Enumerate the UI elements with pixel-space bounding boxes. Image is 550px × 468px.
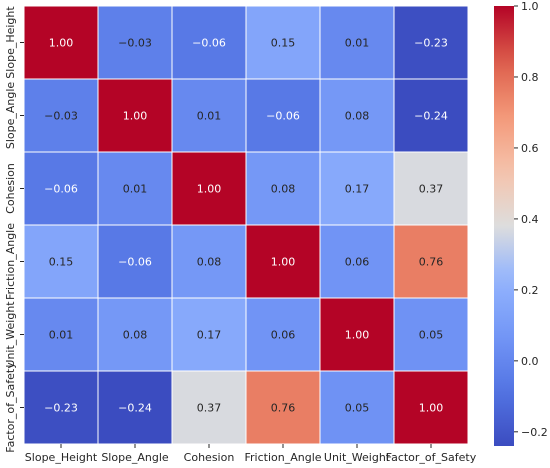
heatmap-cell-labels: 1.00 −0.03 −0.06 0.15 0.01 −0.23 −0.03 1.00 0.01… (44, 37, 448, 415)
heatmap-cell (97, 151, 173, 226)
cell-value-label: 0.08 (197, 256, 222, 269)
cell-value-label: −0.23 (44, 402, 78, 415)
cell-value-label: 0.08 (123, 329, 148, 342)
cell-value-label: 0.08 (271, 183, 296, 196)
heatmap-cell (319, 151, 395, 226)
x-tick-label: Slope_Height (25, 451, 98, 464)
cell-value-label: 0.76 (271, 402, 296, 415)
cell-value-label: 0.08 (345, 110, 370, 123)
cell-value-label: 1.00 (197, 183, 222, 196)
cell-value-label: −0.06 (118, 256, 152, 269)
colorbar-tick-label: 0.8 (521, 71, 539, 84)
cell-value-label: 1.00 (419, 402, 444, 415)
cell-value-label: 0.01 (197, 110, 222, 123)
heatmap-cell (245, 224, 321, 299)
heatmap-cells (23, 5, 469, 445)
heatmap-cell (97, 224, 173, 299)
heatmap-cell (245, 78, 321, 153)
heatmap-cell (23, 151, 99, 226)
heatmap-cell (245, 5, 321, 80)
x-tick-label: Friction_Angle (244, 451, 321, 464)
heatmap-cell (319, 297, 395, 372)
cell-value-label: 1.00 (123, 110, 148, 123)
heatmap-cell (393, 5, 469, 80)
y-tick-label: Cohesion (4, 163, 17, 214)
cell-value-label: 0.01 (123, 183, 148, 196)
cell-value-label: 0.76 (419, 256, 444, 269)
y-tick-label: Slope_Height (4, 6, 17, 79)
colorbar-tick-label: 0.6 (521, 142, 539, 155)
cell-value-label: 1.00 (345, 329, 370, 342)
cell-value-label: 0.05 (345, 402, 370, 415)
heatmap-cell (97, 5, 173, 80)
colorbar-gradient (494, 6, 514, 446)
cell-value-label: −0.06 (266, 110, 300, 123)
heatmap-cell (393, 151, 469, 226)
heatmap-cell (319, 370, 395, 445)
colorbar-tick-label: −0.2 (521, 426, 548, 439)
cell-value-label: −0.24 (414, 110, 448, 123)
heatmap-cell (23, 297, 99, 372)
heatmap-cell (393, 297, 469, 372)
cell-value-label: 1.00 (271, 256, 296, 269)
x-tick-label: Unit_Weight (324, 451, 391, 464)
cell-value-label: 0.37 (419, 183, 444, 196)
cell-value-label: −0.24 (118, 402, 152, 415)
heatmap-cell (97, 78, 173, 153)
x-tick-label: Cohesion (184, 451, 235, 464)
heatmap-cell (319, 5, 395, 80)
heatmap-cell (23, 370, 99, 445)
x-tick-label: Factor_of_Safety (386, 451, 477, 464)
y-tick-label: Slope_Angle (4, 82, 17, 150)
colorbar-tick-label: 0.0 (521, 355, 539, 368)
heatmap-cell (319, 224, 395, 299)
heatmap-cell (171, 224, 247, 299)
y-tick-label: Factor_of_Safety (4, 362, 17, 453)
x-tick-label: Slope_Angle (101, 451, 169, 464)
heatmap-cell (171, 297, 247, 372)
cell-value-label: 0.01 (345, 37, 370, 50)
colorbar-tick-label: 0.2 (521, 284, 539, 297)
cell-value-label: 0.05 (419, 329, 444, 342)
cell-value-label: 0.06 (345, 256, 370, 269)
cell-value-label: 0.01 (49, 329, 74, 342)
colorbar-tick-label: 0.4 (521, 213, 539, 226)
cell-value-label: −0.03 (44, 110, 78, 123)
y-tick-label: Unit_Weight (4, 301, 17, 368)
y-tick-label: Friction_Angle (4, 223, 17, 300)
cell-value-label: −0.23 (414, 37, 448, 50)
heatmap-cell (23, 224, 99, 299)
heatmap-cell (245, 297, 321, 372)
cell-value-label: 0.17 (345, 183, 370, 196)
colorbar: 1.0 0.8 0.6 0.4 0.2 0.0 −0.2 (494, 0, 548, 446)
x-axis-tick-labels: Slope_Height Slope_Angle Cohesion Friction_… (25, 444, 477, 464)
heatmap-cell (171, 5, 247, 80)
heatmap-cell (393, 370, 469, 445)
cell-value-label: 0.37 (197, 402, 222, 415)
heatmap-cell (393, 224, 469, 299)
colorbar-tick-label: 1.0 (521, 0, 539, 13)
cell-value-label: −0.06 (44, 183, 78, 196)
heatmap-cell (23, 5, 99, 80)
cell-value-label: 0.17 (197, 329, 222, 342)
heatmap-cell (393, 78, 469, 153)
cell-value-label: 1.00 (49, 37, 74, 50)
cell-value-label: 0.06 (271, 329, 296, 342)
cell-value-label: −0.06 (192, 37, 226, 50)
cell-value-label: 0.15 (271, 37, 296, 50)
cell-value-label: −0.03 (118, 37, 152, 50)
cell-value-label: 0.15 (49, 256, 74, 269)
y-axis-tick-labels: Slope_Height Slope_Angle Cohesion Friction_… (4, 6, 24, 453)
heatmap-cell (245, 151, 321, 226)
